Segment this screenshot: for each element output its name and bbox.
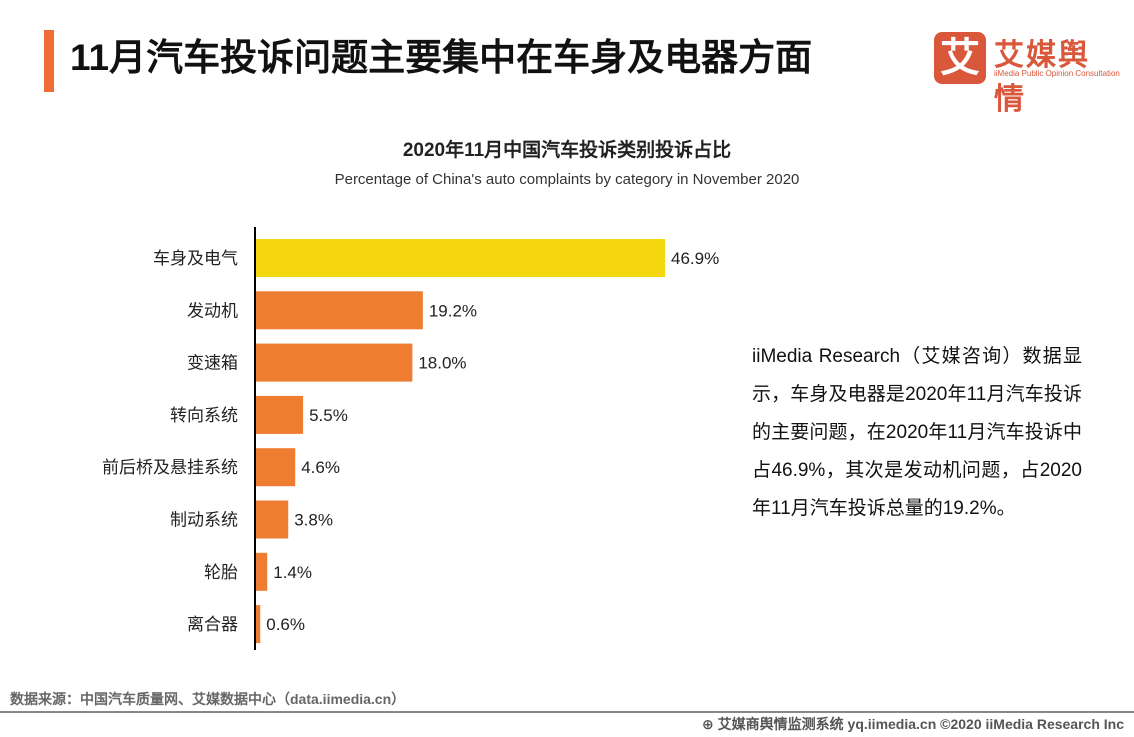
logo-tagline: iiMedia Public Opinion Consultation <box>994 69 1120 78</box>
chart-title: 2020年11月中国汽车投诉类别投诉占比 <box>402 140 732 161</box>
value-label: 18.0% <box>418 354 466 373</box>
bar <box>255 395 304 434</box>
category-label: 变速箱 <box>187 354 238 373</box>
category-label: 制动系统 <box>170 511 238 530</box>
bar-chart: 车身及电气 46.9% 发动机 19.2% 变速箱 18.0% 转向系统 5.5% 前后桥及悬挂… <box>102 227 719 650</box>
footer-copyright: ⊕ 艾媒商舆情监测系统 yq.iimedia.cn ©2020 iiMedia … <box>702 714 1124 734</box>
category-label: 发动机 <box>187 301 238 320</box>
value-label: 0.6% <box>266 615 305 634</box>
bar <box>255 343 413 382</box>
category-label: 车身及电气 <box>153 249 238 268</box>
bar <box>255 239 665 277</box>
bar <box>255 448 296 487</box>
chart-subtitle: Percentage of China's auto complaints by… <box>334 171 800 188</box>
category-label: 轮胎 <box>204 563 238 582</box>
category-label: 前后桥及悬挂系统 <box>102 458 238 477</box>
globe-icon: ⊕ <box>702 716 718 732</box>
value-label: 5.5% <box>309 406 348 425</box>
bar <box>255 605 261 644</box>
page-title: 11月汽车投诉问题主要集中在车身及电器方面 <box>70 37 813 78</box>
bar <box>255 291 423 330</box>
footer-divider <box>0 711 1134 713</box>
footer-text: 艾媒商舆情监测系统 yq.iimedia.cn ©2020 iiMedia Re… <box>717 716 1124 732</box>
logo-name: 艾媒舆情 <box>994 39 1090 116</box>
category-label: 转向系统 <box>170 406 238 425</box>
logo: 艾 艾媒舆情 iiMedia Public Opinion Consultati… <box>934 32 1120 116</box>
bar <box>255 500 289 539</box>
value-label: 46.9% <box>671 249 719 268</box>
bar <box>255 552 268 591</box>
value-label: 3.8% <box>294 511 333 530</box>
chart-note: iiMedia Research（艾媒咨询）数据显示，车身及电器是2020年11… <box>752 346 1082 519</box>
title-accent-bar <box>44 30 54 92</box>
category-label: 离合器 <box>187 615 238 634</box>
value-label: 1.4% <box>273 563 312 582</box>
value-label: 4.6% <box>301 458 340 477</box>
value-label: 19.2% <box>429 301 477 320</box>
logo-mark: 艾 <box>934 32 986 84</box>
data-source: 数据来源：中国汽车质量网、艾媒数据中心（data.iimedia.cn） <box>10 691 406 707</box>
